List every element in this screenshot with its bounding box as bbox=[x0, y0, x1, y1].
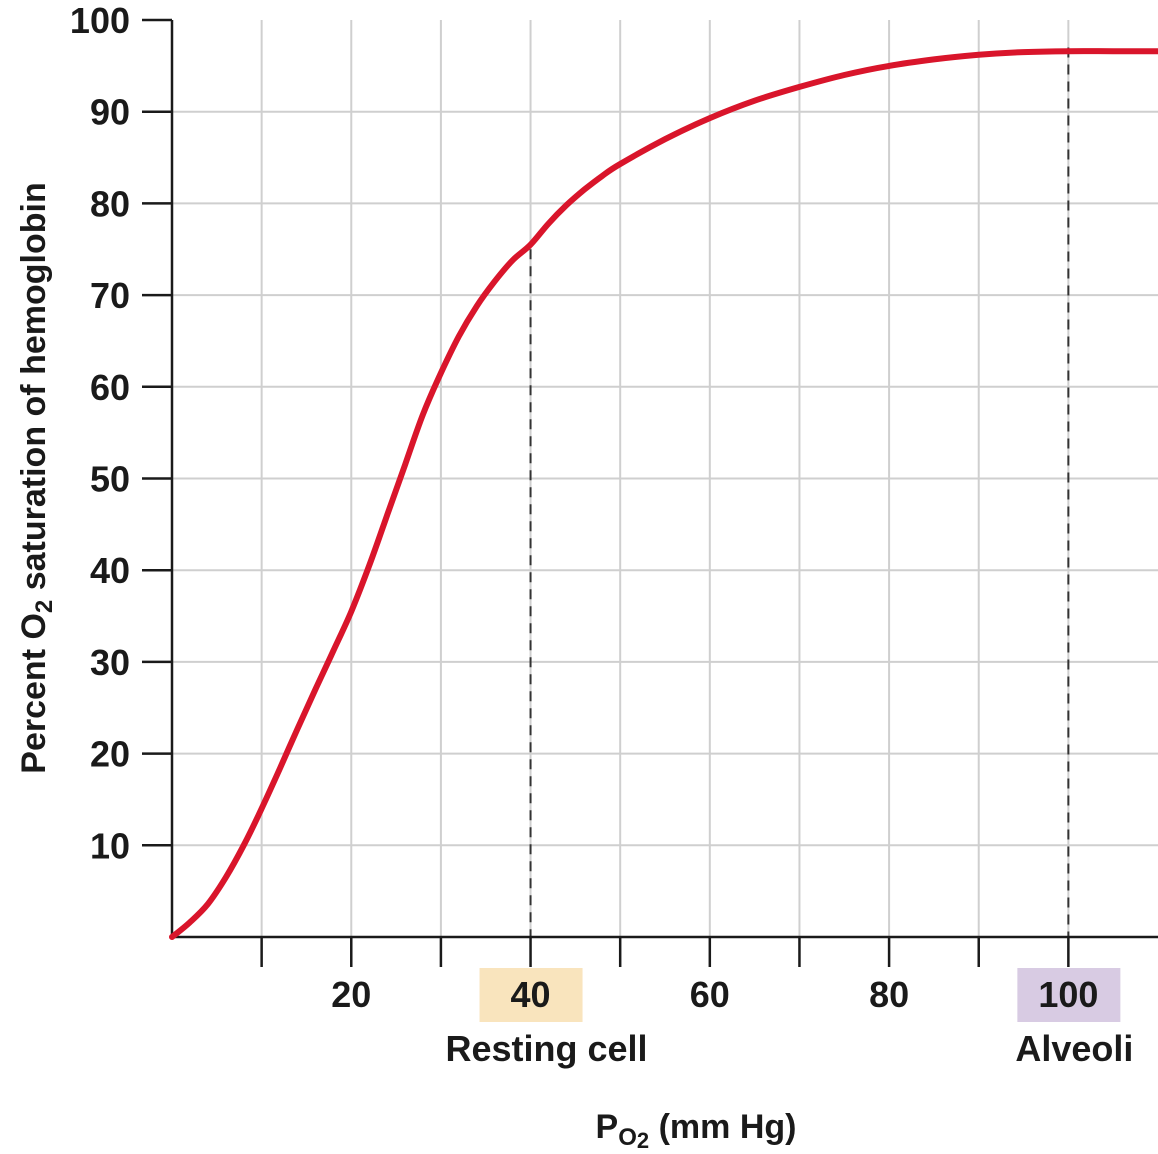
x-annotation-label: Resting cell bbox=[446, 1028, 648, 1069]
x-tick-label: 80 bbox=[869, 974, 909, 1015]
tick-highlight bbox=[479, 968, 583, 1022]
x-tick-label: 60 bbox=[690, 974, 730, 1015]
y-tick-label: 10 bbox=[90, 825, 130, 866]
axis-title-part: 2 bbox=[31, 600, 58, 613]
x-tick-label: 40 bbox=[511, 974, 551, 1015]
tick-highlights bbox=[479, 968, 1121, 1022]
axis-title-part: O bbox=[618, 1124, 637, 1151]
series bbox=[169, 48, 1158, 940]
y-tick-label: 90 bbox=[90, 92, 130, 133]
y-axis-title: Percent O2 saturation of hemoglobin bbox=[15, 182, 58, 773]
y-tick-label: 100 bbox=[70, 0, 130, 41]
y-tick-label: 80 bbox=[90, 183, 130, 224]
x-annotation-label: Alveoli bbox=[1015, 1028, 1133, 1069]
y-tick-label: 40 bbox=[90, 550, 130, 591]
axis-title-part: (mm Hg) bbox=[649, 1108, 796, 1146]
labels: 10 20 30 40 50 60 70 80 90 100 20 40 60 80 100 Resting … bbox=[70, 0, 1133, 1069]
y-tick-label: 30 bbox=[90, 642, 130, 683]
y-tick-label: 70 bbox=[90, 275, 130, 316]
x-tick-label: 100 bbox=[1038, 974, 1098, 1015]
y-tick-label: 50 bbox=[90, 459, 130, 500]
y-tick-label: 60 bbox=[90, 367, 130, 408]
saturation-curve bbox=[169, 48, 1158, 940]
y-tick-label: 20 bbox=[90, 734, 130, 775]
grid bbox=[172, 20, 1158, 937]
x-tick-label: 20 bbox=[331, 974, 371, 1015]
reference-lines bbox=[529, 47, 1070, 937]
x-axis-title: PO2 (mm Hg) bbox=[596, 1108, 797, 1153]
axis-title-part: P bbox=[596, 1108, 619, 1146]
axis-title-part: Percent O bbox=[15, 613, 53, 774]
axis-title-part: saturation of hemoglobin bbox=[15, 182, 53, 599]
axis-title-part: 2 bbox=[637, 1128, 649, 1153]
tick-highlight bbox=[1017, 968, 1121, 1022]
axes bbox=[142, 18, 1158, 967]
